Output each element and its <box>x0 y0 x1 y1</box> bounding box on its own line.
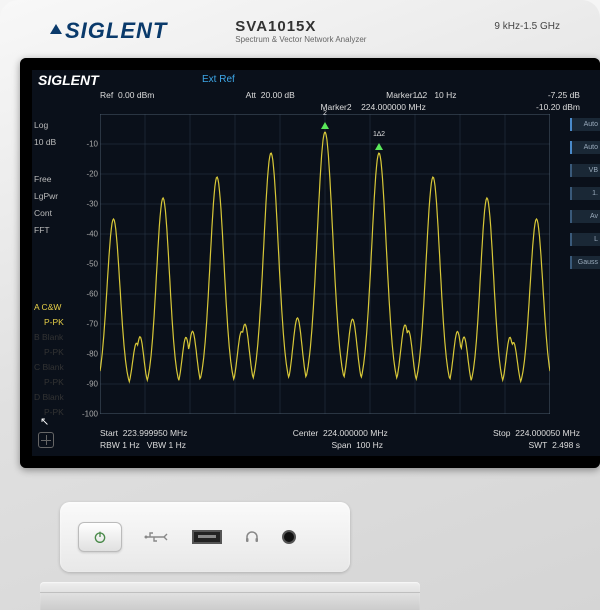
y-tick: -80 <box>80 350 98 359</box>
span-readout: Span 100 Hz <box>331 440 383 450</box>
marker2-readout: Marker2 224.000000 MHz <box>320 102 425 112</box>
model-block: SVA1015X Spectrum & Vector Network Analy… <box>235 18 366 44</box>
y-tick: -60 <box>80 290 98 299</box>
power-icon <box>92 529 108 545</box>
left-settings: Log 10 dB Free LgPwr Cont FFT <box>34 118 58 240</box>
y-tick: -100 <box>80 410 98 419</box>
trace-a-label: A C&W <box>34 300 64 315</box>
trace-c-det: P-PK <box>34 375 64 390</box>
softkey[interactable]: Auto <box>570 141 600 154</box>
plot-area[interactable]: 21∆2 <box>100 114 550 414</box>
marker1d2-readout: Marker1∆2 10 Hz <box>386 90 456 100</box>
screen-brand: SIGLENT <box>38 72 99 88</box>
bezel-labels: SIGLENT SVA1015X Spectrum & Vector Netwo… <box>0 18 600 52</box>
marker-triangle-icon[interactable] <box>375 143 383 150</box>
att-readout: Att 20.00 dB <box>246 90 295 100</box>
softkey[interactable]: L <box>570 233 600 246</box>
trace-d-blank: D Blank <box>34 390 64 405</box>
scale-log: Log <box>34 118 58 133</box>
softkey[interactable]: Av <box>570 210 600 223</box>
softkey[interactable]: Gauss <box>570 256 600 269</box>
trace-c-blank: C Blank <box>34 360 64 375</box>
y-tick: -70 <box>80 320 98 329</box>
brand-text: SIGLENT <box>65 18 167 44</box>
cursor-icon: ↖ <box>40 415 49 428</box>
y-tick: -40 <box>80 230 98 239</box>
freq-range-label: 9 kHz-1.5 GHz <box>494 21 560 32</box>
trace-b-blank: B Blank <box>34 330 64 345</box>
swt-readout: SWT 2.498 s <box>528 440 580 450</box>
header-row-2: Marker2 224.000000 MHz -10.20 dBm <box>100 102 580 112</box>
trace-a-det: P-PK <box>34 315 64 330</box>
y-tick: -20 <box>80 170 98 179</box>
marker-triangle-icon[interactable] <box>321 122 329 129</box>
marker-label: 1∆2 <box>373 131 385 138</box>
header-row-1: Ref 0.00 dBm Att 20.00 dB Marker1∆2 10 H… <box>100 90 580 100</box>
sweep-cont: Cont <box>34 206 58 221</box>
softkey-column: Auto Auto VB 1. Av L Gauss <box>570 118 600 279</box>
mode-fft: FFT <box>34 223 58 238</box>
softkey[interactable]: VB <box>570 164 600 177</box>
screen[interactable]: SIGLENT Ext Ref Ref 0.00 dBm Att 20.00 d… <box>32 70 600 456</box>
usb-type-icon <box>144 530 170 544</box>
marker1d2-amp: -7.25 dB <box>548 90 580 100</box>
softkey[interactable]: Auto <box>570 118 600 131</box>
ext-ref-indicator: Ext Ref <box>202 74 235 85</box>
det-lgpwr: LgPwr <box>34 189 58 204</box>
start-freq: Start 223.999950 MHz <box>100 428 187 438</box>
center-freq: Center 224.000000 MHz <box>293 428 388 438</box>
scale-div: 10 dB <box>34 135 58 150</box>
marker2-amp: -10.20 dBm <box>536 102 580 112</box>
spectrum-plot <box>100 114 550 414</box>
aux-jack[interactable] <box>282 530 296 544</box>
y-tick: -10 <box>80 140 98 149</box>
model-number: SVA1015X <box>235 18 366 35</box>
analyzer-device: SIGLENT SVA1015X Spectrum & Vector Netwo… <box>0 0 600 610</box>
trig-free: Free <box>34 172 58 187</box>
headphone-icon <box>244 529 260 545</box>
trace-labels: A C&W P-PK B Blank P-PK C Blank P-PK D B… <box>34 300 64 420</box>
footer-row-1: Start 223.999950 MHz Center 224.000000 M… <box>100 428 580 438</box>
screen-bezel: SIGLENT Ext Ref Ref 0.00 dBm Att 20.00 d… <box>20 58 600 468</box>
y-tick: -50 <box>80 260 98 269</box>
trace-b-det: P-PK <box>34 345 64 360</box>
usb-a-port[interactable] <box>192 530 222 544</box>
footer-row-2: RBW 1 Hz VBW 1 Hz Span 100 Hz SWT 2.498 … <box>100 440 580 450</box>
y-tick: -30 <box>80 200 98 209</box>
model-subtitle: Spectrum & Vector Network Analyzer <box>235 35 366 44</box>
stop-freq: Stop 224.000050 MHz <box>493 428 580 438</box>
power-button[interactable] <box>78 522 122 552</box>
brand-logo: SIGLENT <box>50 18 167 44</box>
y-tick: -90 <box>80 380 98 389</box>
marker-label: 2 <box>323 110 327 117</box>
ref-readout: Ref 0.00 dBm <box>100 90 154 100</box>
rbw-vbw: RBW 1 Hz VBW 1 Hz <box>100 440 186 450</box>
device-stand <box>40 582 420 610</box>
layout-grid-icon[interactable] <box>38 432 54 448</box>
softkey[interactable]: 1. <box>570 187 600 200</box>
front-io-panel <box>60 502 350 572</box>
